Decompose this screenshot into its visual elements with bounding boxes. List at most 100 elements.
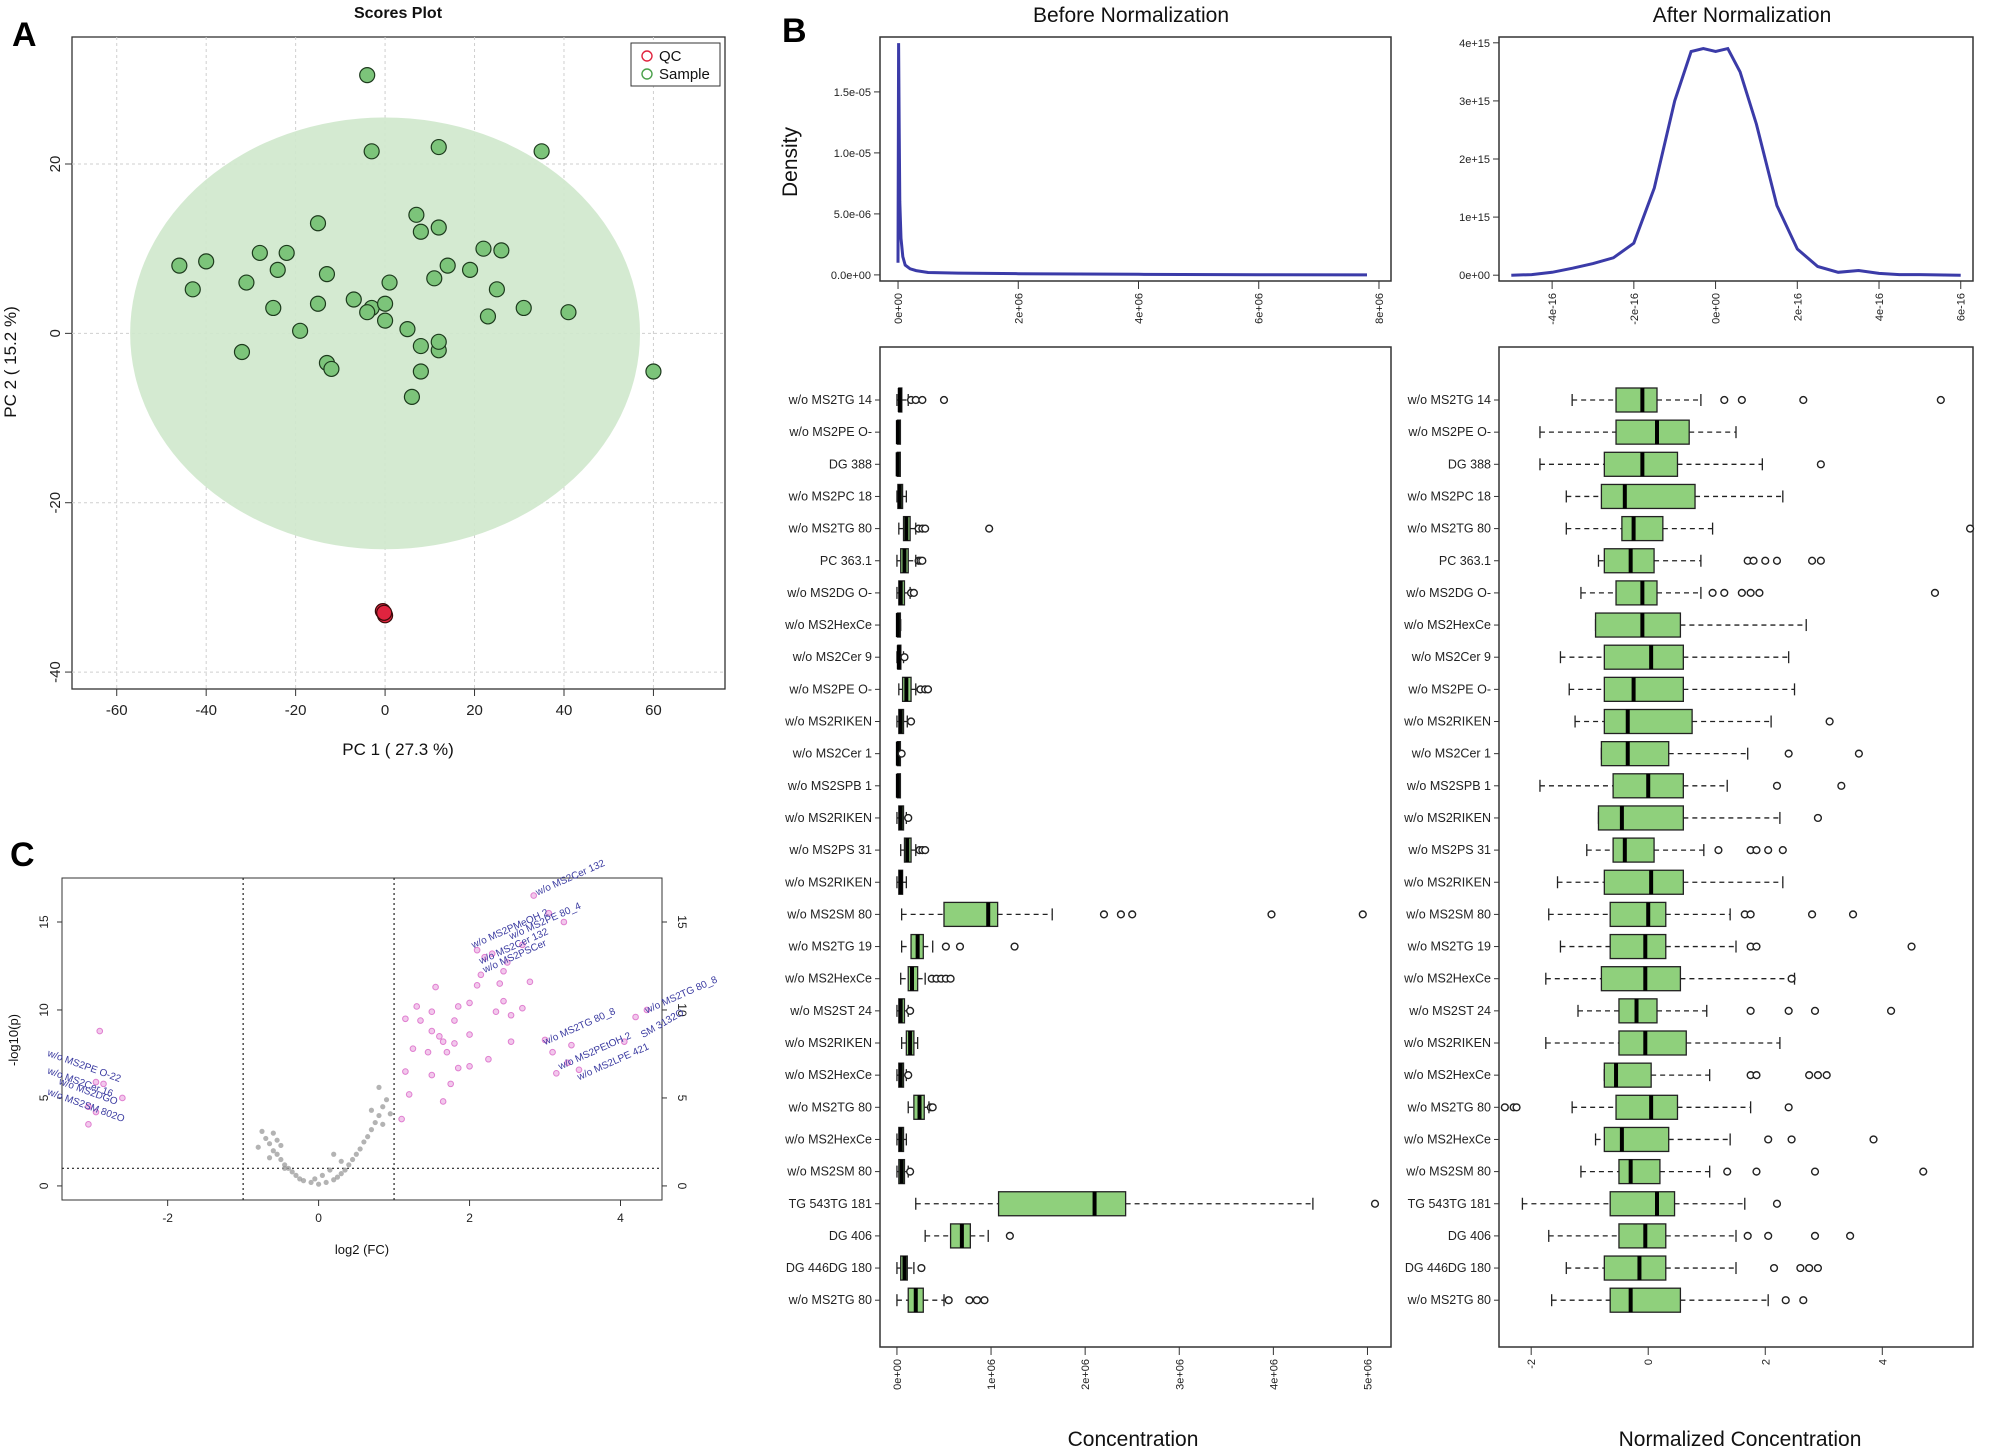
boxplot-before-category-label: w/o MS2PS 31 [788,843,872,857]
boxplot-after-category-label: w/o MS2SM 80 [1405,1165,1491,1179]
boxplot-after-outlier [1764,845,1773,855]
boxplot-after-outlier [1781,1296,1790,1305]
density-ylabel: Density [779,126,802,197]
scores-plot: -60 -40 -20 0 20 40 60 -40 -20 0 20 Scores Plot PC… [1,5,726,759]
boxplot-after-category-label: w/o MS2PS 31 [1407,843,1491,857]
volcano-point-ns [353,1151,359,1157]
volcano-ytick-label-left: 10 [37,1003,51,1017]
volcano-ytick-label-right: 0 [675,1183,689,1190]
boxplot-before-category-label: DG 388 [829,457,872,471]
boxplot-after-outlier [1784,749,1793,758]
legend-sample-marker [641,68,653,80]
volcano-point-ns [285,1165,292,1171]
volcano-point-significant [564,1059,571,1067]
volcano-point-significant [473,982,481,989]
sample-point [318,265,336,283]
boxplot-after-box [1609,901,1667,928]
boxplot-after-outlier [1805,1071,1814,1080]
boxplot-after-category-label: w/o MS2DG O- [1405,586,1491,600]
boxplot-after-outlier [1965,524,1975,533]
boxplot-after-box [1609,933,1667,960]
boxplot-after-outlier [1930,588,1940,598]
boxplot-before-category-label: w/o MS2DG O- [786,586,872,600]
boxplot-before-outlier [1358,910,1367,919]
volcano-point-significant [500,997,507,1005]
volcano-point-significant [507,1011,515,1019]
scores-ytick-label: -20 [47,492,64,514]
boxplot-before-outlier [972,1296,982,1305]
volcano-point-significant [473,946,481,954]
boxplot-after-outlier [1919,1167,1928,1176]
boxplot-before-outlier [980,1296,989,1305]
volcano-point-ns [365,1134,371,1140]
boxplot-after-outlier [1769,1263,1779,1273]
scores-xtick-label: -40 [195,702,217,719]
boxplot-after-outlier [1848,910,1858,919]
boxplot-after-outlier [1907,942,1916,951]
boxplot-after-outlier [1500,1103,1509,1112]
volcano-point-ns [357,1146,363,1152]
boxplot-before: 0e+00 1e+06 2e+06 3e+06 4e+06 5e+06 w/o MS2TG … [784,346,1392,1451]
volcano-point-ns [312,1176,318,1182]
volcano-point-ns [368,1127,375,1133]
boxplot-after-category-label: w/o MS2Cer 1 [1411,747,1491,761]
boxplot-before-outlier [946,974,955,983]
boxplot-before-outlier [909,588,918,598]
density-after-ytick-label: 3e+15 [1459,96,1490,108]
volcano-point-ns [331,1151,337,1157]
boxplot-before-category-label: w/o MS2ST 24 [789,1004,872,1018]
boxplot-before-category-label: w/o MS2HexCe [784,618,872,632]
boxplot-after-outlier [1752,845,1761,855]
volcano-point-significant [432,983,439,991]
boxplot-before-outlier [1370,1199,1380,1208]
boxplot-before-outlier [944,1296,953,1305]
boxplot-before-category-label: w/o MS2RIKEN [784,1036,872,1050]
boxplot-before-category-label: w/o MS2SM 80 [786,907,872,921]
volcano-point-ns [300,1178,307,1184]
volcano-point-ns [323,1179,329,1186]
boxplot-after-outlier [1816,460,1825,469]
boxplot-after-box [1594,612,1682,638]
sample-point [309,295,327,312]
scores-plot-title: Scores Plot [354,5,443,22]
density-after-line [1511,46,1961,277]
boxplot-after-box [1603,1062,1652,1088]
legend-qc-marker [641,50,653,62]
density-after-plot: -4e-16 -2e-16 0e+00 2e-16 4e-16 6e-16 0e+00 1e+… [1459,36,1974,325]
panel-label-c: C [10,836,35,874]
volcano-point-ns [346,1162,352,1168]
boxplot-after-outlier [1737,588,1746,598]
boxplot-after-outlier [1752,942,1761,951]
boxplot-after-outlier [1764,1135,1773,1144]
volcano-point-significant [451,1040,458,1047]
boxplot-after-outlier [1772,1199,1782,1208]
boxplot-after-box [1615,1094,1679,1120]
volcano-point-ns [380,1104,386,1110]
density-after-ytick-label: 4e+15 [1459,38,1490,50]
volcano-point-significant [85,1121,92,1128]
boxplot-after-box [1615,419,1690,445]
sample-point [292,322,309,339]
boxplot-after-category-label: w/o MS2RIKEN [1403,1036,1491,1050]
volcano-point-significant [519,941,526,949]
boxplot-after-outlier [1755,588,1764,598]
density-after-xtick-label: 2e-16 [1792,293,1804,321]
volcano-point-ns [368,1107,375,1113]
density-after-ytick-label: 2e+15 [1459,154,1490,166]
boxplot-before-outlier [1267,910,1276,919]
boxplot-after-box [1609,1287,1682,1313]
boxplot-after-outlier [1810,1167,1820,1176]
sample-point [381,274,398,291]
sample-point [345,291,362,308]
sample-point [426,270,443,287]
boxplot-before-outlier [911,395,920,405]
volcano-point-significant [643,1006,651,1014]
volcano-point-ns [327,1167,333,1173]
volcano-point-significant [560,918,568,926]
boxplot-after-outlier [1746,588,1755,598]
volcano-point-significant [92,1078,100,1086]
boxplot-before-outlier [900,653,909,662]
volcano-point-significant [428,1008,436,1016]
boxplot-before-category-label: w/o MS2TG 80 [788,1293,872,1307]
boxplot-before-category-label: w/o MS2PE O- [788,682,872,696]
